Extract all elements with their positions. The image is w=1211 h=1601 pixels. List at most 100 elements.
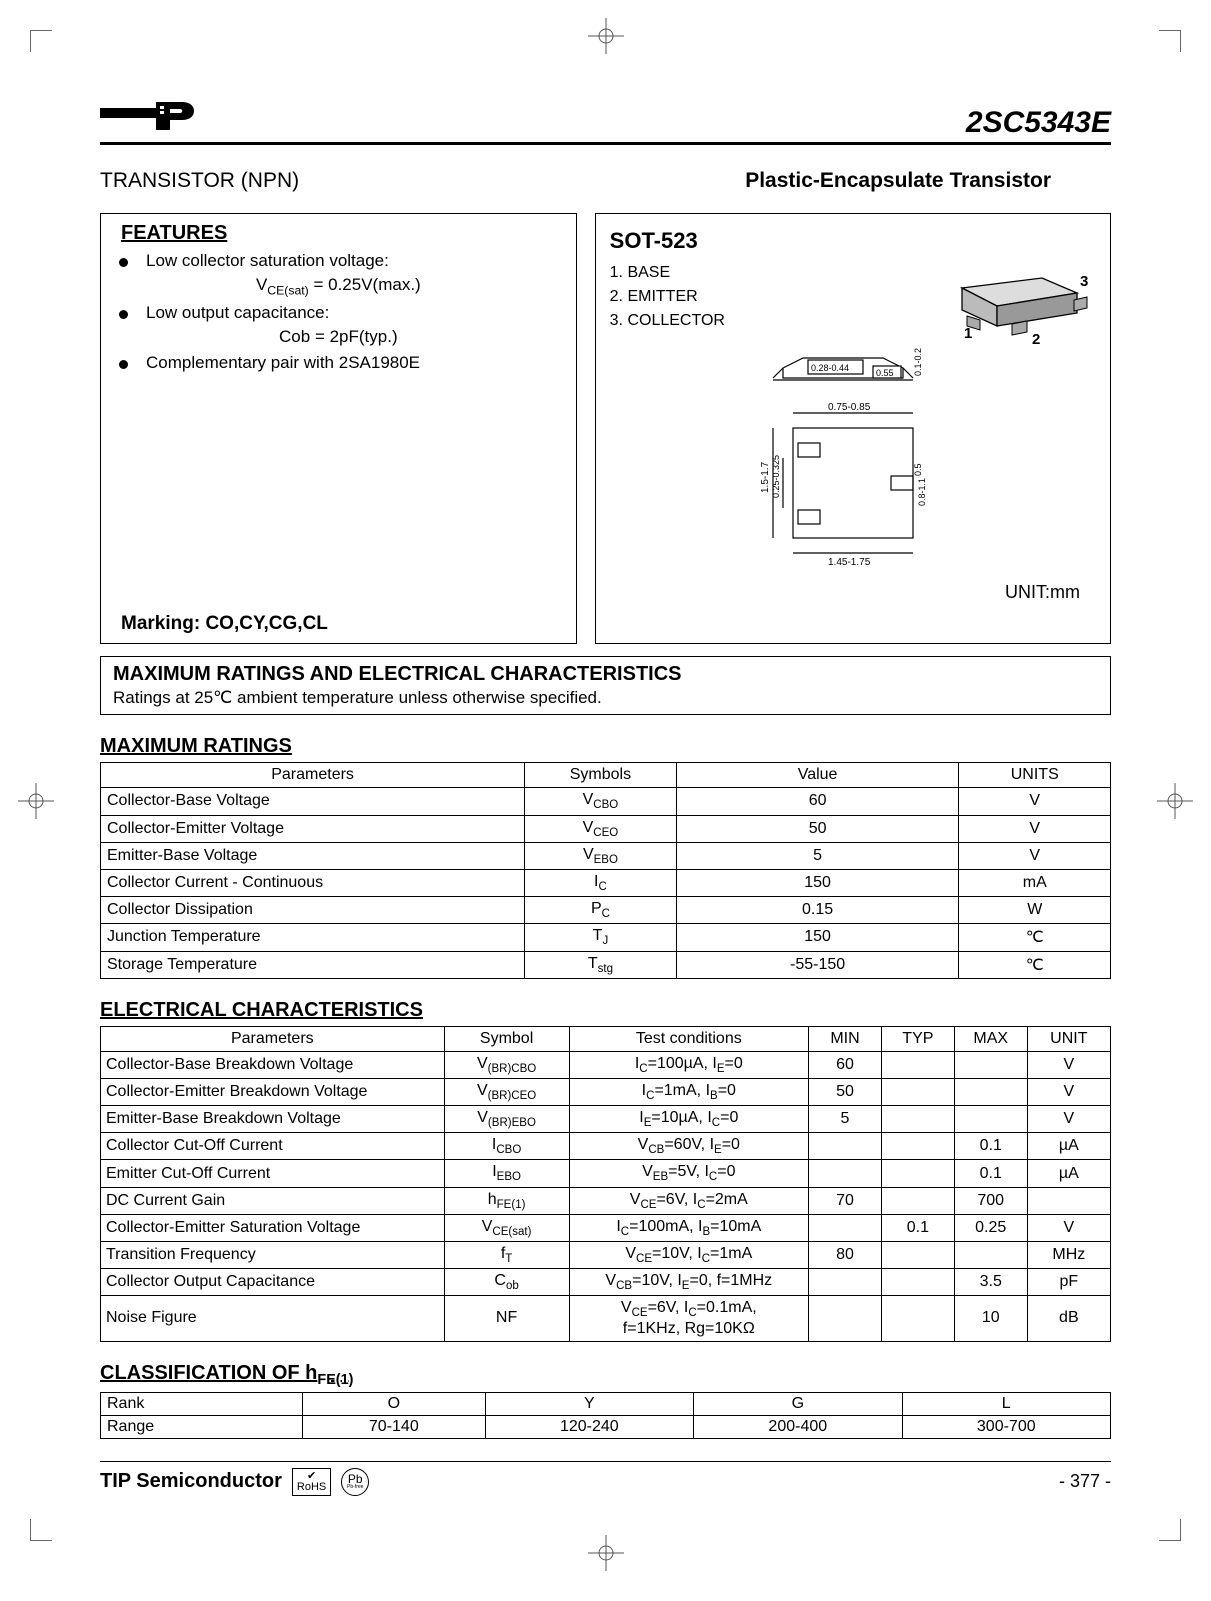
feature-text: Complementary pair with 2SA1980E (146, 353, 562, 373)
table-row: Emitter-Base Voltage VEBO 5 V (101, 842, 1111, 869)
unit-label: UNIT:mm (1005, 582, 1080, 603)
unit-cell: V (959, 842, 1111, 869)
condition-cell: VCB=60V, IE=0 (569, 1133, 808, 1160)
max-cell (954, 1106, 1027, 1133)
package-box: SOT-523 1. BASE 2. EMITTER 3. COLLECTOR … (595, 213, 1111, 644)
max-cell: 0.1 (954, 1160, 1027, 1187)
crop-mark-icon (30, 1519, 52, 1541)
unit-cell: V (1027, 1106, 1110, 1133)
value-cell: 150 (676, 869, 959, 896)
max-cell: 700 (954, 1187, 1027, 1214)
param-cell: DC Current Gain (101, 1187, 445, 1214)
rank-cell: G (694, 1392, 902, 1415)
min-cell (809, 1269, 882, 1296)
ratings-box-title: MAXIMUM RATINGS AND ELECTRICAL CHARACTER… (113, 663, 1098, 686)
unit-cell: V (959, 788, 1111, 815)
min-cell: 50 (809, 1078, 882, 1105)
symbol-cell: ICBO (444, 1133, 569, 1160)
registration-mark-icon (588, 18, 624, 54)
package-drawing-icon: 0.28-0.44 0.55 0.1-0.2 0.75-0.85 1.5-1. (610, 338, 1096, 573)
max-cell: 3.5 (954, 1269, 1027, 1296)
page-header: 2SC5343E (100, 90, 1111, 145)
page-number: - 377 - (1059, 1471, 1111, 1492)
table-row: Transition Frequency fT VCE=10V, IC=1mA … (101, 1242, 1111, 1269)
package-3d-icon: 1 2 3 (932, 238, 1092, 348)
column-header: TYP (881, 1026, 954, 1051)
symbol-cell: VCE(sat) (444, 1214, 569, 1241)
svg-text:0.75-0.85: 0.75-0.85 (828, 402, 871, 413)
typ-cell (881, 1133, 954, 1160)
max-cell (954, 1078, 1027, 1105)
param-cell: Emitter-Base Voltage (101, 842, 525, 869)
table-row: Collector-Emitter Saturation Voltage VCE… (101, 1214, 1111, 1241)
registration-mark-icon (18, 783, 54, 819)
param-cell: Collector Output Capacitance (101, 1269, 445, 1296)
symbol-cell: IEBO (444, 1160, 569, 1187)
unit-cell: mA (959, 869, 1111, 896)
table-row: DC Current Gain hFE(1) VCE=6V, IC=2mA 70… (101, 1187, 1111, 1214)
column-header: MIN (809, 1026, 882, 1051)
param-cell: Emitter-Base Breakdown Voltage (101, 1106, 445, 1133)
pin-label: 1 (964, 325, 972, 342)
table-row: Collector Dissipation PC 0.15 W (101, 897, 1111, 924)
condition-cell: VCE=10V, IC=1mA (569, 1242, 808, 1269)
max-cell: 0.25 (954, 1214, 1027, 1241)
value-cell: -55-150 (676, 951, 959, 978)
svg-text:0.8-1.1: 0.8-1.1 (917, 478, 927, 506)
min-cell: 70 (809, 1187, 882, 1214)
features-heading: FEATURES (121, 222, 562, 245)
crop-mark-icon (1159, 1519, 1181, 1541)
param-cell: Collector Dissipation (101, 897, 525, 924)
column-header: Value (676, 763, 959, 788)
svg-text:0.25-0.325: 0.25-0.325 (771, 455, 781, 498)
marking-code: Marking: CO,CY,CG,CL (121, 613, 562, 635)
table-row: Noise Figure NF VCE=6V, IC=0.1mA,f=1KHz,… (101, 1296, 1111, 1341)
unit-cell: V (1027, 1051, 1110, 1078)
svg-text:0.28-0.44: 0.28-0.44 (811, 363, 849, 373)
features-box: FEATURES Low collector saturation voltag… (100, 213, 577, 644)
unit-cell: ℃ (959, 951, 1111, 978)
package-type-heading: Plastic-Encapsulate Transistor (745, 169, 1111, 193)
svg-text:1.5-1.7: 1.5-1.7 (760, 461, 771, 493)
param-cell: Transition Frequency (101, 1242, 445, 1269)
transistor-type: TRANSISTOR (NPN) (100, 169, 299, 193)
symbol-cell: Tstg (525, 951, 677, 978)
range-cell: 70-140 (303, 1415, 486, 1438)
unit-cell: µA (1027, 1133, 1110, 1160)
column-header: Symbol (444, 1026, 569, 1051)
param-cell: Collector-Base Voltage (101, 788, 525, 815)
row-label: Rank (101, 1392, 303, 1415)
svg-text:0.5: 0.5 (913, 463, 923, 476)
typ-cell (881, 1269, 954, 1296)
typ-cell (881, 1106, 954, 1133)
table-row: Collector-Base Voltage VCBO 60 V (101, 788, 1111, 815)
ratings-intro-box: MAXIMUM RATINGS AND ELECTRICAL CHARACTER… (100, 656, 1111, 715)
table-row: Junction Temperature TJ 150 ℃ (101, 924, 1111, 951)
min-cell (809, 1214, 882, 1241)
crop-mark-icon (30, 30, 52, 52)
value-cell: 5 (676, 842, 959, 869)
symbol-cell: PC (525, 897, 677, 924)
symbol-cell: TJ (525, 924, 677, 951)
condition-cell: VEB=5V, IC=0 (569, 1160, 808, 1187)
param-cell: Collector Cut-Off Current (101, 1133, 445, 1160)
column-header: Parameters (101, 763, 525, 788)
unit-cell (1027, 1187, 1110, 1214)
max-cell (954, 1051, 1027, 1078)
param-cell: Noise Figure (101, 1296, 445, 1341)
subheading-row: TRANSISTOR (NPN) Plastic-Encapsulate Tra… (100, 169, 1111, 193)
bullet-icon (119, 310, 128, 319)
typ-cell (881, 1296, 954, 1341)
unit-cell: W (959, 897, 1111, 924)
condition-cell: IE=10µA, IC=0 (569, 1106, 808, 1133)
value-cell: 60 (676, 788, 959, 815)
pin-label: 2 (1032, 331, 1040, 348)
feature-subtext: Cob = 2pF(typ.) (115, 327, 562, 347)
table-row: Emitter-Base Breakdown Voltage V(BR)EBO … (101, 1106, 1111, 1133)
classification-heading: CLASSIFICATION OF hFE(1) (100, 1362, 1111, 1388)
table-row: Collector Current - Continuous IC 150 mA (101, 869, 1111, 896)
table-row: Rank O Y G L (101, 1392, 1111, 1415)
max-ratings-table: Parameters Symbols Value UNITS Collector… (100, 762, 1111, 978)
rank-cell: L (902, 1392, 1110, 1415)
elec-char-table: Parameters Symbol Test conditions MIN TY… (100, 1026, 1111, 1342)
